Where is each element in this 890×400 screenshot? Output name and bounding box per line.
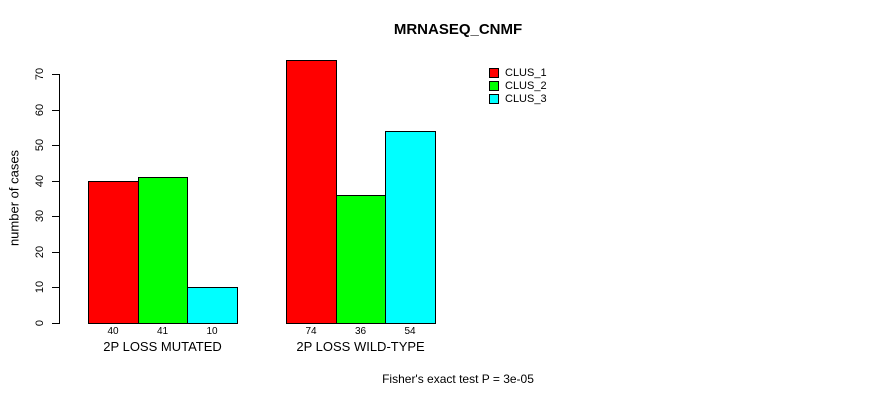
bar-value-label: 36 xyxy=(354,326,367,337)
bar-value-label: 54 xyxy=(404,326,416,337)
legend-swatch xyxy=(489,93,499,104)
y-tick-mark xyxy=(52,74,59,75)
legend-label: CLUS_1 xyxy=(505,66,547,79)
pvalue-annotation: Fisher's exact test P = 3e-05 xyxy=(382,372,534,386)
y-tick-label: 10 xyxy=(34,280,46,294)
y-tick-mark xyxy=(52,323,59,324)
y-tick-label: 30 xyxy=(34,209,46,223)
legend-item: CLUS_1 xyxy=(489,66,547,79)
bar-CLUS_2 xyxy=(336,195,386,324)
legend-label: CLUS_2 xyxy=(505,79,547,92)
legend: CLUS_1 CLUS_2 CLUS_3 xyxy=(489,66,547,105)
y-tick-mark xyxy=(52,216,59,217)
bar-value-label: 40 xyxy=(107,326,119,337)
bar-CLUS_3 xyxy=(187,287,238,324)
y-tick-mark xyxy=(52,252,59,253)
legend-item: CLUS_2 xyxy=(489,79,547,92)
y-tick-mark xyxy=(52,287,59,288)
category-label: 2P LOSS WILD-TYPE xyxy=(296,339,425,354)
y-tick-mark xyxy=(52,145,59,146)
y-tick-label: 0 xyxy=(34,319,46,327)
y-axis-line xyxy=(59,74,60,324)
legend-label: CLUS_3 xyxy=(505,92,547,105)
bar-value-label: 10 xyxy=(206,326,218,337)
y-tick-label: 20 xyxy=(34,245,46,259)
y-tick-mark xyxy=(52,110,59,111)
bar-value-label: 41 xyxy=(156,326,169,337)
y-tick-label: 50 xyxy=(34,138,46,152)
legend-swatch xyxy=(489,67,499,78)
y-tick-label: 70 xyxy=(34,67,46,81)
bar-CLUS_1 xyxy=(88,181,139,324)
bar-CLUS_2 xyxy=(138,177,188,324)
category-label: 2P LOSS MUTATED xyxy=(103,339,222,354)
bar-CLUS_3 xyxy=(385,131,436,324)
legend-swatch xyxy=(489,80,499,91)
bar-CLUS_1 xyxy=(286,60,337,324)
y-tick-mark xyxy=(52,181,59,182)
y-tick-label: 40 xyxy=(34,174,46,188)
bar-value-label: 74 xyxy=(305,326,317,337)
y-axis-label: number of cases xyxy=(6,149,22,247)
y-tick-label: 60 xyxy=(34,103,46,117)
legend-item: CLUS_3 xyxy=(489,92,547,105)
chart-title: MRNASEQ_CNMF xyxy=(393,21,523,38)
